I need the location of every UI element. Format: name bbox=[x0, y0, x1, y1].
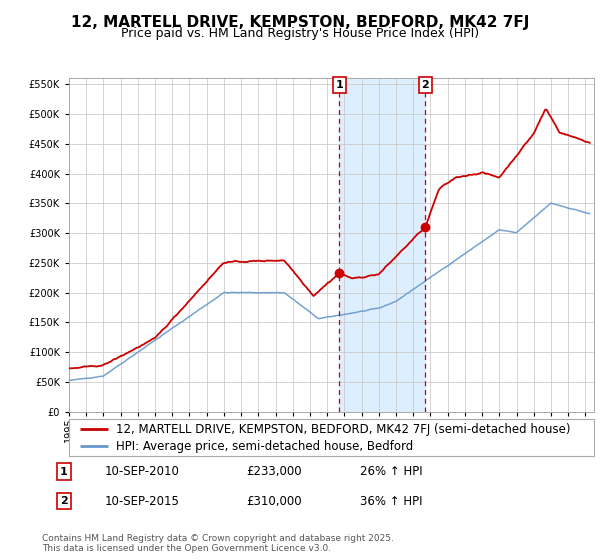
Text: 26% ↑ HPI: 26% ↑ HPI bbox=[360, 465, 422, 478]
Text: £233,000: £233,000 bbox=[246, 465, 302, 478]
Text: HPI: Average price, semi-detached house, Bedford: HPI: Average price, semi-detached house,… bbox=[116, 440, 413, 453]
Text: 36% ↑ HPI: 36% ↑ HPI bbox=[360, 494, 422, 508]
Bar bbox=[339, 78, 425, 412]
Text: Contains HM Land Registry data © Crown copyright and database right 2025.
This d: Contains HM Land Registry data © Crown c… bbox=[42, 534, 394, 553]
Text: 10-SEP-2015: 10-SEP-2015 bbox=[105, 494, 180, 508]
Text: 10-SEP-2010: 10-SEP-2010 bbox=[105, 465, 180, 478]
Text: 12, MARTELL DRIVE, KEMPSTON, BEDFORD, MK42 7FJ (semi-detached house): 12, MARTELL DRIVE, KEMPSTON, BEDFORD, MK… bbox=[116, 422, 571, 436]
Text: £310,000: £310,000 bbox=[246, 494, 302, 508]
Text: 2: 2 bbox=[60, 496, 68, 506]
Text: 2: 2 bbox=[421, 80, 429, 90]
Text: 12, MARTELL DRIVE, KEMPSTON, BEDFORD, MK42 7FJ: 12, MARTELL DRIVE, KEMPSTON, BEDFORD, MK… bbox=[71, 15, 529, 30]
Text: 1: 1 bbox=[60, 466, 68, 477]
Text: 1: 1 bbox=[335, 80, 343, 90]
Text: Price paid vs. HM Land Registry's House Price Index (HPI): Price paid vs. HM Land Registry's House … bbox=[121, 27, 479, 40]
